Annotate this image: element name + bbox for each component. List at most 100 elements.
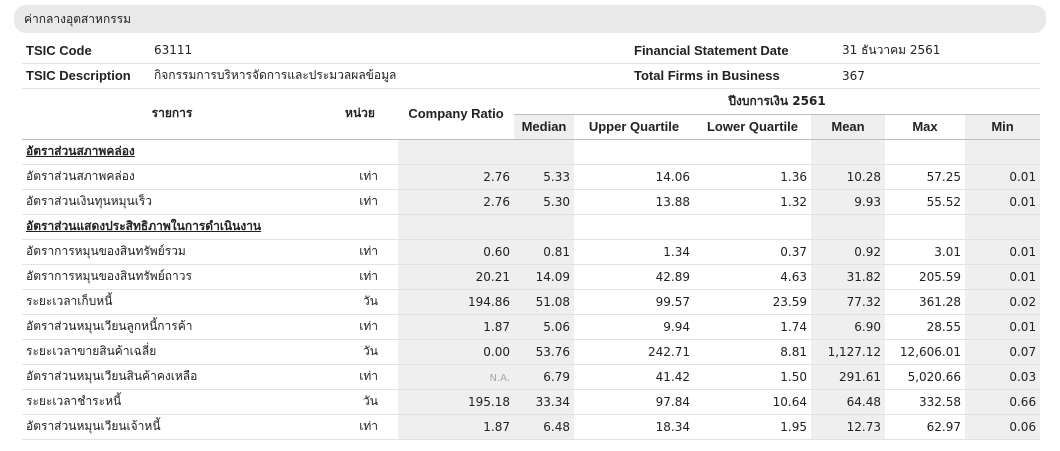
min-cell: 0.03 xyxy=(965,364,1041,390)
table-row: อัตราส่วนหมุนเวียนเจ้าหนี้ เท่า 1.87 6.48 18… xyxy=(22,414,1041,440)
lower-quartile-cell: 1.74 xyxy=(694,314,811,340)
mean-cell: 1,127.12 xyxy=(811,339,885,365)
upper-quartile-cell: 242.71 xyxy=(574,339,694,365)
header-max: Max xyxy=(885,113,965,139)
upper-quartile-cell: 1.34 xyxy=(574,239,694,265)
median-cell: 33.34 xyxy=(514,389,574,415)
company-ratio-cell: 194.86 xyxy=(398,289,514,315)
firms-label: Total Firms in Business xyxy=(630,63,842,89)
upper-quartile-cell: 99.57 xyxy=(574,289,694,315)
header-median: Median xyxy=(514,113,574,139)
min-cell: 0.01 xyxy=(965,314,1041,340)
mean-cell: 9.93 xyxy=(811,189,885,215)
max-cell: 12,606.01 xyxy=(885,339,965,365)
min-cell: 0.66 xyxy=(965,389,1041,415)
max-cell: 28.55 xyxy=(885,314,965,340)
min-cell: 0.02 xyxy=(965,289,1041,315)
mean-cell: 12.73 xyxy=(811,414,885,440)
company-ratio-cell: 1.87 xyxy=(398,414,514,440)
max-cell: 62.97 xyxy=(885,414,965,440)
max-cell: 332.58 xyxy=(885,389,965,415)
table-row: อัตราการหมุนของสินทรัพย์รวม เท่า 0.60 0.81 1… xyxy=(22,239,1041,265)
upper-quartile-cell: 18.34 xyxy=(574,414,694,440)
median-cell: 5.06 xyxy=(514,314,574,340)
header-unit: หน่วย xyxy=(345,106,375,121)
unit-cell: เท่า xyxy=(322,364,398,390)
mean-cell: 0.92 xyxy=(811,239,885,265)
unit-cell: วัน xyxy=(322,389,398,415)
header-upper-quartile: Upper Quartile xyxy=(574,113,694,139)
median-cell: 6.79 xyxy=(514,364,574,390)
header-min: Min xyxy=(965,113,1041,139)
empty-cell xyxy=(322,138,398,165)
empty-cell xyxy=(398,138,514,165)
not-available-text: N.A. xyxy=(489,372,510,384)
min-cell: 0.06 xyxy=(965,414,1041,440)
lower-quartile-cell: 23.59 xyxy=(694,289,811,315)
header-mean: Mean xyxy=(811,113,885,139)
fs-date-label: Financial Statement Date xyxy=(630,38,842,64)
ratio-name: อัตราส่วนหมุนเวียนลูกหนี้การค้า xyxy=(22,314,322,340)
empty-cell xyxy=(574,138,694,165)
max-cell: 57.25 xyxy=(885,164,965,190)
lower-quartile-cell: 4.63 xyxy=(694,264,811,290)
company-ratio-cell: 2.76 xyxy=(398,189,514,215)
table-row: ระยะเวลาชำระหนี้ วัน 195.18 33.34 97.84 10.64… xyxy=(22,389,1041,415)
table-row: อัตราส่วนเงินทุนหมุนเร็ว เท่า 2.76 5.30 13.8… xyxy=(22,189,1041,215)
company-ratio-cell: N.A. xyxy=(398,364,514,390)
fs-date-value: 31 ธันวาคม 2561 xyxy=(842,38,1040,64)
upper-quartile-cell: 41.42 xyxy=(574,364,694,390)
median-cell: 5.30 xyxy=(514,189,574,215)
financial-ratio-table: รายการ หน่วย Company Ratio ปีงบการเงิน 2… xyxy=(22,89,1041,440)
median-cell: 0.81 xyxy=(514,239,574,265)
median-cell: 5.33 xyxy=(514,164,574,190)
header-company-ratio: Company Ratio xyxy=(408,106,504,122)
max-cell: 3.01 xyxy=(885,239,965,265)
ratio-name: อัตราส่วนเงินทุนหมุนเร็ว xyxy=(22,189,322,215)
upper-quartile-cell: 9.94 xyxy=(574,314,694,340)
mean-cell: 77.32 xyxy=(811,289,885,315)
empty-cell xyxy=(694,138,811,165)
unit-cell: เท่า xyxy=(322,189,398,215)
empty-cell xyxy=(965,138,1041,165)
max-cell: 205.59 xyxy=(885,264,965,290)
firms-value: 367 xyxy=(842,63,1040,89)
upper-quartile-cell: 13.88 xyxy=(574,189,694,215)
section-title: อัตราส่วนสภาพคล่อง xyxy=(22,138,322,165)
min-cell: 0.01 xyxy=(965,189,1041,215)
company-ratio-cell: 195.18 xyxy=(398,389,514,415)
ratio-name: ระยะเวลาขายสินค้าเฉลี่ย xyxy=(22,339,322,365)
ratio-name: อัตราส่วนสภาพคล่อง xyxy=(22,164,322,190)
ratio-name: อัตราส่วนหมุนเวียนเจ้าหนี้ xyxy=(22,414,322,440)
lower-quartile-cell: 1.32 xyxy=(694,189,811,215)
info-row: TSIC Code 63111 Financial Statement Date… xyxy=(22,38,1040,64)
upper-quartile-cell: 97.84 xyxy=(574,389,694,415)
header-lower-quartile: Lower Quartile xyxy=(694,113,811,139)
mean-cell: 6.90 xyxy=(811,314,885,340)
info-row: TSIC Description กิจกรรมการบริหารจัดการแ… xyxy=(22,63,1040,89)
company-ratio-cell: 1.87 xyxy=(398,314,514,340)
table-row: ระยะเวลาเก็บหนี้ วัน 194.86 51.08 99.57 23.59… xyxy=(22,289,1041,315)
company-ratio-cell: 2.76 xyxy=(398,164,514,190)
section-title: อัตราส่วนแสดงประสิทธิภาพในการดำเนินงาน xyxy=(22,214,322,240)
table-row: ระยะเวลาขายสินค้าเฉลี่ย วัน 0.00 53.76 242.7… xyxy=(22,339,1041,365)
empty-cell xyxy=(811,214,885,240)
ratio-name: อัตราส่วนหมุนเวียนสินค้าคงเหลือ xyxy=(22,364,322,390)
max-cell: 55.52 xyxy=(885,189,965,215)
median-cell: 53.76 xyxy=(514,339,574,365)
min-cell: 0.01 xyxy=(965,264,1041,290)
unit-cell: เท่า xyxy=(322,239,398,265)
min-cell: 0.01 xyxy=(965,239,1041,265)
empty-cell xyxy=(514,214,574,240)
ratio-name: อัตราการหมุนของสินทรัพย์ถาวร xyxy=(22,264,322,290)
mean-cell: 291.61 xyxy=(811,364,885,390)
tsic-code-value: 63111 xyxy=(154,38,630,64)
lower-quartile-cell: 1.50 xyxy=(694,364,811,390)
lower-quartile-cell: 0.37 xyxy=(694,239,811,265)
empty-cell xyxy=(885,138,965,165)
max-cell: 361.28 xyxy=(885,289,965,315)
section-row: อัตราส่วนสภาพคล่อง xyxy=(22,138,1041,165)
ratio-name: ระยะเวลาเก็บหนี้ xyxy=(22,289,322,315)
panel-title: ค่ากลางอุตสาหกรรม xyxy=(14,5,1046,33)
mean-cell: 64.48 xyxy=(811,389,885,415)
